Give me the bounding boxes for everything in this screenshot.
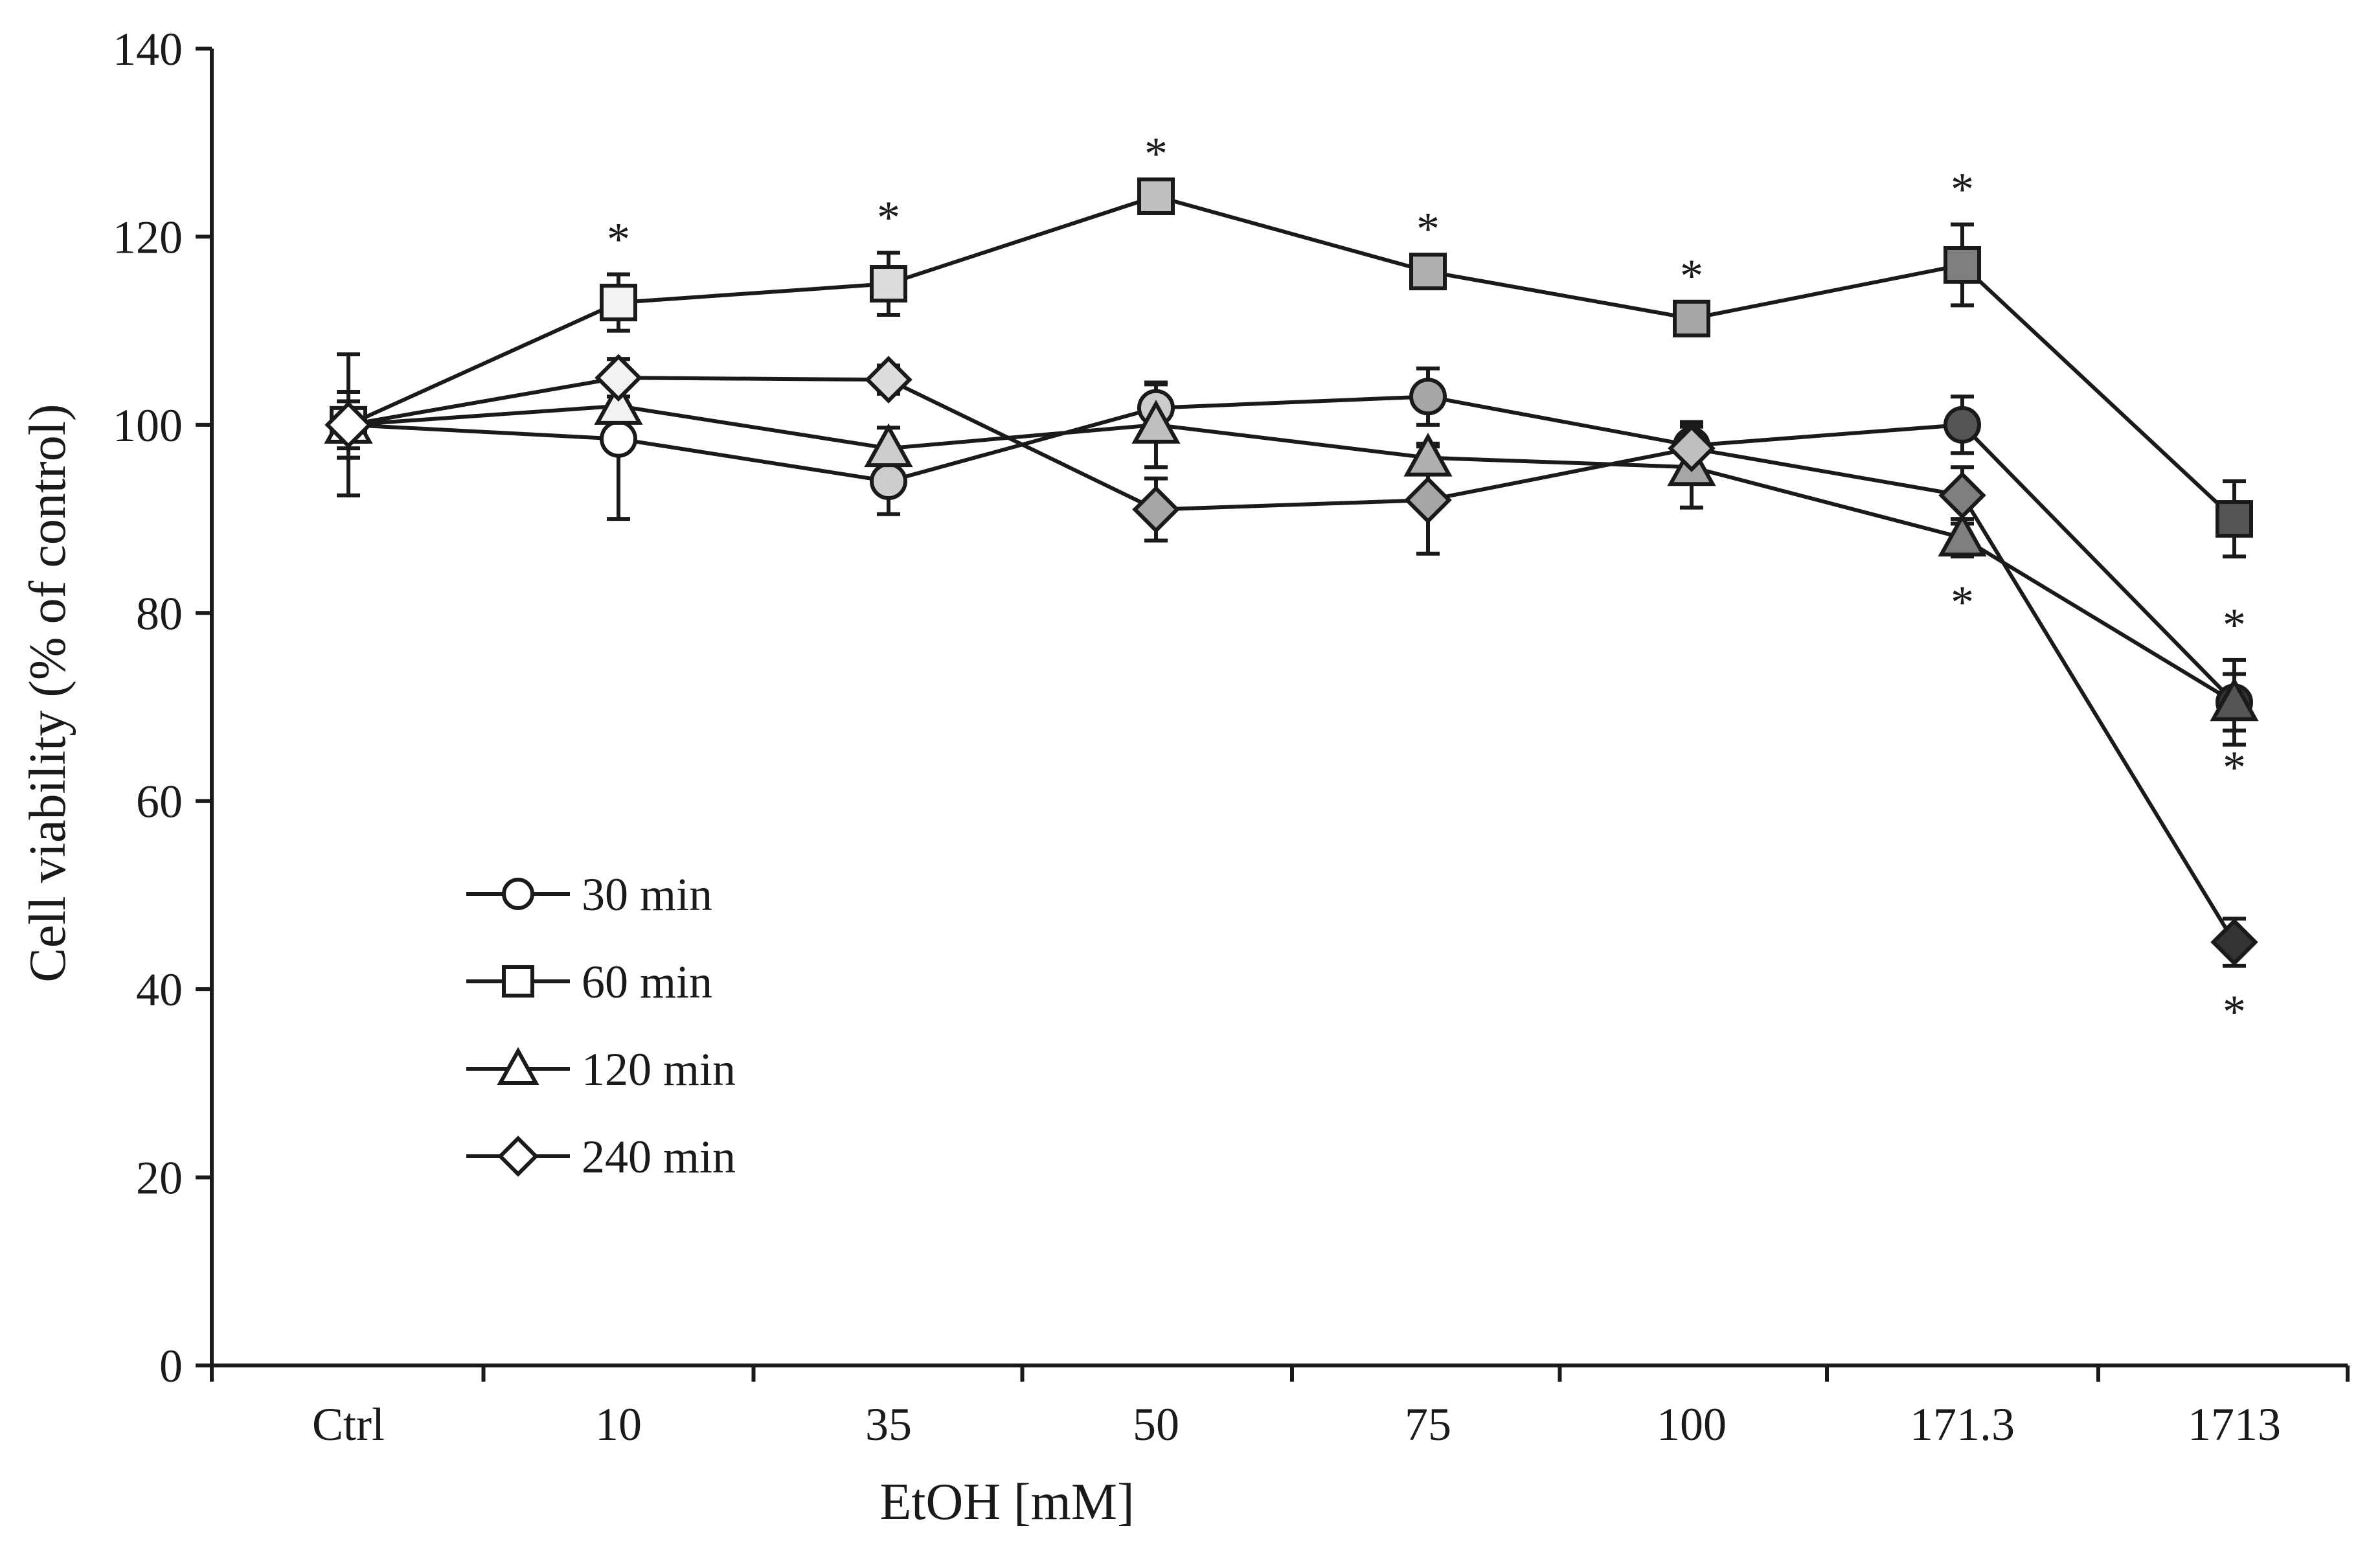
x-tick-label-1713: 1713 — [2188, 1398, 2281, 1450]
legend-marker-30-min — [502, 878, 534, 910]
legend-marker-120-min — [497, 1047, 539, 1085]
sig-marker-240-min-7: * — [2223, 986, 2246, 1038]
sig-marker-extra-0: * — [2223, 742, 2246, 793]
marker-240-min-7 — [2210, 918, 2258, 966]
legend-label-240-min: 240 min — [582, 1131, 736, 1183]
marker-60-min-3 — [1137, 177, 1175, 215]
x-tick-label-50: 50 — [1133, 1398, 1179, 1450]
marker-120-min-1 — [594, 381, 643, 425]
marker-240-min-4 — [1404, 476, 1452, 524]
legend-label-60-min: 60 min — [582, 956, 712, 1008]
axes-layer: 0 20 40 60 80 100 120 140 Ctrl 10 35 50 75 100 171.3 17… — [113, 23, 2350, 1450]
marker-30-min-1 — [600, 420, 637, 458]
marker-60-min-4 — [1409, 253, 1447, 291]
series-line-120-min — [348, 404, 2236, 704]
marker-120-min-3 — [1131, 400, 1181, 444]
marker-240-min-5 — [1668, 424, 1716, 472]
x-tick-label-75: 75 — [1405, 1398, 1451, 1450]
significance-layer: * * * * * * * * * * — [607, 128, 2246, 1037]
series-line-30-min — [348, 394, 2236, 704]
legend-label-120-min: 120 min — [582, 1044, 736, 1095]
marker-240-min-1 — [595, 354, 642, 402]
y-tick-label-60: 60 — [136, 776, 183, 828]
marker-60-min-6 — [1944, 245, 1981, 284]
sig-marker-120-min-6: * — [1951, 576, 1974, 628]
sig-marker-60-min-5: * — [1680, 250, 1703, 302]
series-line-60-min — [347, 194, 2236, 521]
marker-60-min-7 — [2216, 500, 2253, 538]
y-tick-label-80: 80 — [136, 588, 183, 639]
series-lines-layer — [347, 194, 2236, 944]
sig-marker-120-min-7: * — [2223, 599, 2246, 651]
y-tick-label-40: 40 — [136, 964, 183, 1016]
legend-marker-60-min — [502, 965, 534, 998]
marker-30-min-2 — [870, 462, 907, 500]
marker-120-min-7 — [2210, 677, 2259, 722]
legend-marker-240-min — [497, 1136, 539, 1177]
sig-marker-60-min-2: * — [877, 192, 900, 244]
marker-240-min-2 — [865, 356, 912, 404]
y-tick-label-140: 140 — [113, 23, 183, 75]
x-tick-label-171.3: 171.3 — [1910, 1398, 2015, 1450]
series-line-240-min — [348, 376, 2236, 944]
marker-120-min-6 — [1938, 512, 1987, 557]
x-tick-label-100: 100 — [1657, 1398, 1727, 1450]
marker-60-min-2 — [870, 265, 907, 303]
sig-marker-60-min-1: * — [607, 214, 630, 266]
marker-60-min-1 — [600, 284, 637, 322]
y-tick-label-0: 0 — [159, 1340, 183, 1392]
marker-240-min-0 — [324, 401, 372, 449]
y-tick-label-120: 120 — [113, 211, 183, 263]
sig-marker-60-min-6: * — [1951, 164, 1974, 216]
sig-marker-60-min-3: * — [1144, 128, 1168, 179]
sig-marker-60-min-4: * — [1416, 203, 1440, 255]
marker-30-min-4 — [1409, 378, 1447, 416]
markers-layer — [324, 177, 2259, 966]
y-axis-title: Cell viability (% of control) — [19, 404, 76, 982]
legend-label-30-min: 30 min — [582, 869, 712, 920]
x-tick-label-10: 10 — [595, 1398, 642, 1450]
y-tick-label-100: 100 — [113, 400, 183, 451]
marker-120-min-2 — [864, 423, 913, 468]
x-tick-label-35: 35 — [865, 1398, 912, 1450]
marker-120-min-4 — [1403, 433, 1453, 477]
marker-240-min-6 — [1938, 472, 1986, 519]
x-tick-label-Ctrl: Ctrl — [312, 1398, 385, 1450]
x-axis-title: EtOH [mM] — [879, 1474, 1134, 1531]
marker-240-min-3 — [1132, 485, 1180, 534]
marker-30-min-6 — [1944, 405, 1981, 444]
marker-60-min-5 — [1673, 299, 1710, 337]
y-tick-label-20: 20 — [136, 1152, 183, 1204]
legend: 30 min 60 min 120 min 240 min — [466, 869, 736, 1183]
